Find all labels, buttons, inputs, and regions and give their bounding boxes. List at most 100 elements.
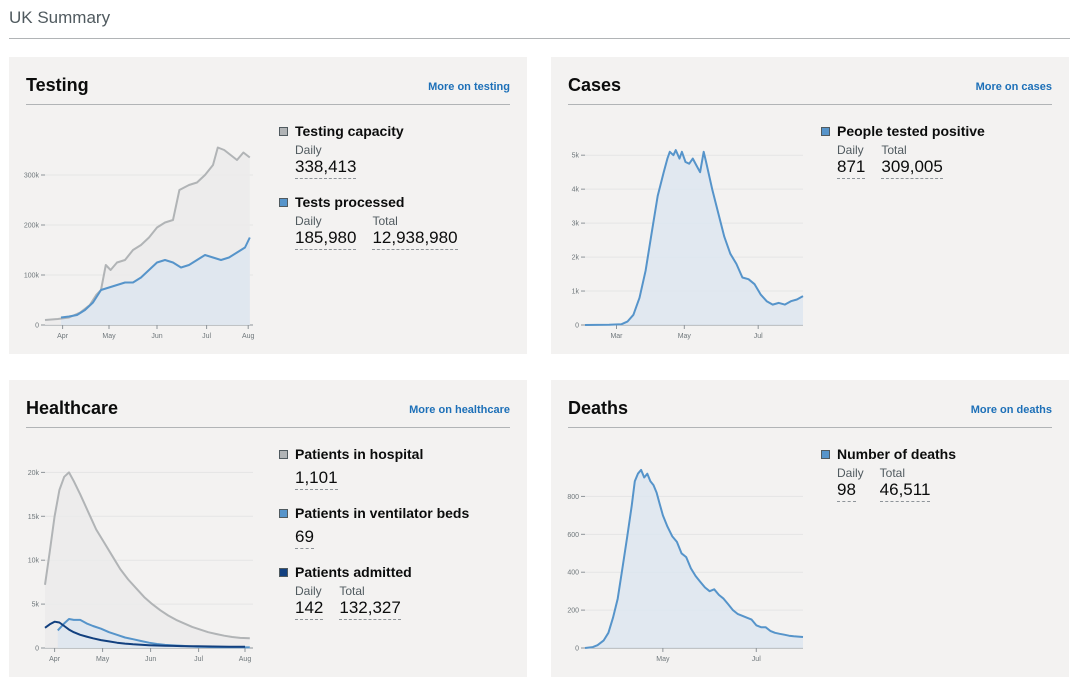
y-tick-label: 20k — [28, 470, 40, 477]
y-tick-label: 200k — [24, 223, 40, 230]
more-on-healthcare-link[interactable]: More on healthcare — [409, 404, 510, 416]
value-number[interactable]: 142 — [295, 598, 324, 620]
x-tick-label: Apr — [49, 656, 61, 663]
y-tick-label: 4k — [572, 187, 580, 194]
value-label: Total — [879, 466, 906, 480]
value-number[interactable]: 98 — [837, 480, 856, 502]
metric-name: People tested positive — [837, 123, 985, 139]
metric-values: 1,101 — [295, 466, 469, 490]
metric-people-tested-positive: People tested positive Daily 871 Total 309,0… — [821, 122, 985, 179]
metric-values: Daily 338,413 — [295, 143, 474, 179]
value-number[interactable]: 309,005 — [881, 157, 943, 179]
legend-square-icon — [279, 449, 288, 459]
value-number[interactable]: 46,511 — [879, 480, 931, 502]
healthcare-metrics: Patients in hospital 1,101 Patients in ven… — [279, 445, 469, 634]
x-tick-label: Jun — [145, 656, 156, 663]
metric-value-group: Total 46,511 — [879, 466, 931, 502]
series-line-people-tested-positive[interactable] — [584, 149, 804, 326]
x-tick-label: Apr — [57, 333, 69, 340]
series-area-number-of-deaths — [585, 469, 803, 648]
testing-title: Testing — [26, 75, 89, 95]
metric-patients-in-hospital: Patients in hospital 1,101 — [279, 445, 469, 490]
legend-square-icon — [279, 126, 288, 136]
testing-card: Testing More on testing 0 100k 200k 300k Apr… — [9, 57, 527, 354]
y-tick-label: 100k — [24, 273, 40, 280]
metric-value-group: Daily 338,413 — [295, 143, 357, 179]
y-tick-label: 300k — [24, 173, 40, 180]
metric-value-group: 69 — [295, 525, 314, 549]
metric-value-group: 1,101 — [295, 466, 338, 490]
value-number[interactable]: 132,327 — [339, 598, 401, 620]
metric-patients-in-ventilator-beds: Patients in ventilator beds 69 — [279, 504, 469, 549]
more-on-cases-link[interactable]: More on cases — [975, 81, 1052, 93]
value-label: Daily — [295, 584, 322, 598]
deaths-card: Deaths More on deaths 0 200 400 600 800 May Ju… — [551, 380, 1069, 677]
value-number[interactable]: 338,413 — [295, 157, 357, 179]
value-label: Daily — [837, 466, 864, 480]
metric-heading: Testing capacity — [279, 122, 474, 140]
page-title: UK Summary — [9, 8, 111, 27]
x-tick-label: May — [96, 656, 110, 663]
x-tick-label: May — [678, 333, 692, 340]
y-tick-label: 200 — [567, 608, 579, 615]
value-number[interactable]: 12,938,980 — [372, 228, 458, 250]
y-tick-label: 0 — [35, 646, 39, 653]
more-on-testing-link[interactable]: More on testing — [428, 81, 510, 93]
metric-heading: Tests processed — [279, 193, 474, 211]
value-number[interactable]: 871 — [837, 157, 866, 179]
x-tick-label: Jul — [194, 656, 203, 663]
x-tick-label: Aug — [242, 333, 255, 340]
title-divider — [9, 38, 1070, 39]
deaths-chart: 0 200 400 600 800 May Jul — [567, 468, 804, 663]
cases-title: Cases — [568, 75, 622, 95]
metric-heading: People tested positive — [821, 122, 985, 140]
series-line-tests-processed[interactable] — [60, 237, 251, 319]
metric-name: Tests processed — [295, 194, 405, 210]
series-line-testing-capacity[interactable] — [44, 146, 251, 321]
value-number[interactable]: 69 — [295, 527, 314, 549]
metric-patients-admitted: Patients admitted Daily 142 Total 132,327 — [279, 563, 469, 620]
healthcare-card-header: Healthcare More on healthcare — [26, 396, 510, 428]
series-line-patients-in-hospital[interactable] — [44, 471, 250, 640]
metric-value-group: Daily 98 — [837, 466, 864, 502]
cases-chart: 0 1k 2k 3k 4k 5k Mar May Jul — [572, 149, 804, 340]
more-on-deaths-link[interactable]: More on deaths — [970, 404, 1052, 416]
metric-values: Daily 871 Total 309,005 — [837, 143, 985, 179]
metric-heading: Number of deaths — [821, 445, 956, 463]
metric-values: Daily 142 Total 132,327 — [295, 584, 469, 620]
legend-square-icon — [279, 508, 288, 518]
metric-testing-capacity: Testing capacity Daily 338,413 — [279, 122, 474, 179]
healthcare-chart: 0 5k 10k 15k 20k Apr May Jun Jul Aug — [28, 470, 253, 663]
metric-values: 69 — [295, 525, 469, 549]
metric-name: Patients admitted — [295, 564, 412, 580]
y-tick-label: 15k — [28, 514, 40, 521]
value-label: Daily — [295, 214, 322, 228]
y-tick-label: 5k — [572, 153, 580, 160]
series-line-number-of-deaths[interactable] — [584, 468, 804, 649]
value-number[interactable]: 1,101 — [295, 468, 338, 490]
y-tick-label: 800 — [567, 494, 579, 501]
legend-square-icon — [821, 449, 830, 459]
metric-value-group: Total 132,327 — [339, 584, 401, 620]
metric-name: Patients in hospital — [295, 446, 424, 462]
testing-card-header: Testing More on testing — [26, 73, 510, 105]
metric-value-group: Total 309,005 — [881, 143, 943, 179]
value-number[interactable]: 185,980 — [295, 228, 357, 250]
series-area-people-tested-positive — [585, 150, 803, 325]
legend-square-icon — [279, 197, 288, 207]
series-area-tests-processed — [61, 237, 250, 325]
y-tick-label: 10k — [28, 558, 40, 565]
healthcare-title: Healthcare — [26, 398, 119, 418]
metric-value-group: Total 12,938,980 — [372, 214, 458, 250]
series-line-patients-admitted[interactable] — [44, 620, 246, 648]
testing-metrics: Testing capacity Daily 338,413 Tests proces… — [279, 122, 474, 264]
y-tick-label: 400 — [567, 570, 579, 577]
y-tick-label: 1k — [572, 289, 580, 296]
x-tick-label: Aug — [239, 656, 252, 663]
y-tick-label: 3k — [572, 221, 580, 228]
metric-name: Number of deaths — [837, 446, 957, 462]
y-tick-label: 0 — [35, 323, 39, 330]
value-label: Total — [372, 214, 398, 228]
metric-number-of-deaths: Number of deaths Daily 98 Total 46,511 — [821, 445, 956, 502]
series-area-patients-in-hospital — [45, 472, 250, 648]
